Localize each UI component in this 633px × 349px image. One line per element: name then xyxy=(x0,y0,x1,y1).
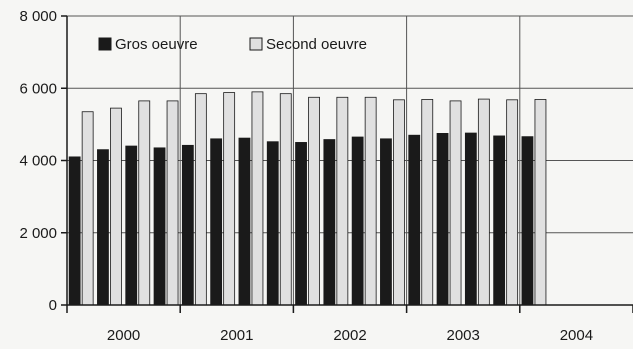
bar-gros-oeuvre xyxy=(464,132,477,306)
bar-gros-oeuvre xyxy=(181,144,194,306)
bar-gros-oeuvre xyxy=(493,135,506,306)
bar-second-oeuvre xyxy=(477,98,490,306)
bar-gros-oeuvre xyxy=(266,141,279,306)
y-tick-label: 6 000 xyxy=(19,80,57,97)
grid-layer xyxy=(67,15,633,313)
bar-second-oeuvre xyxy=(138,100,151,306)
bar-gros-oeuvre xyxy=(238,137,251,306)
x-tick-label: 2001 xyxy=(220,327,253,344)
bar-gros-oeuvre xyxy=(351,136,364,306)
y-tick-label: 0 xyxy=(49,297,57,314)
bar-second-oeuvre xyxy=(110,107,122,306)
bar-second-oeuvre xyxy=(81,111,94,306)
bar-second-oeuvre xyxy=(279,93,292,306)
bar-gros-oeuvre xyxy=(153,147,166,306)
bar-gros-oeuvre xyxy=(295,142,307,306)
bar-gros-oeuvre xyxy=(210,138,223,306)
bar-gros-oeuvre xyxy=(68,156,81,306)
bar-gros-oeuvre xyxy=(125,145,138,306)
bar-gros-oeuvre xyxy=(380,138,392,306)
axis-layer: 0 2 000 4 000 6 000 8 000 2000 2001 2002 2003 200… xyxy=(19,8,633,344)
bar-second-oeuvre xyxy=(506,99,519,306)
x-tick-label: 2003 xyxy=(447,327,480,344)
legend-label-second-oeuvre: Second oeuvre xyxy=(266,36,367,53)
bar-second-oeuvre xyxy=(364,96,377,306)
bar-gros-oeuvre xyxy=(323,139,336,306)
legend: Gros oeuvre Second oeuvre xyxy=(98,36,367,53)
bar-gros-oeuvre xyxy=(521,136,534,306)
bar-second-oeuvre xyxy=(449,100,462,306)
bar-second-oeuvre xyxy=(194,93,207,306)
legend-swatch-gros-oeuvre xyxy=(98,37,112,51)
bar-gros-oeuvre xyxy=(436,133,449,306)
bar-second-oeuvre xyxy=(534,99,547,306)
x-tick-label: 2004 xyxy=(560,327,593,344)
legend-label-gros-oeuvre: Gros oeuvre xyxy=(115,36,198,53)
bar-gros-oeuvre xyxy=(97,149,109,306)
bar-second-oeuvre xyxy=(251,91,264,306)
bar-second-oeuvre xyxy=(421,99,434,306)
legend-swatch-second-oeuvre xyxy=(249,37,263,51)
x-tick-label: 2000 xyxy=(107,327,140,344)
bar-gros-oeuvre xyxy=(408,134,421,306)
bars-layer xyxy=(68,91,547,306)
bar-second-oeuvre xyxy=(336,96,349,306)
bar-second-oeuvre xyxy=(223,92,236,306)
x-tick-label: 2002 xyxy=(333,327,366,344)
y-tick-label: 4 000 xyxy=(19,153,57,170)
y-tick-label: 2 000 xyxy=(19,225,57,242)
bar-second-oeuvre xyxy=(308,96,320,306)
bar-second-oeuvre xyxy=(166,100,179,306)
bar-second-oeuvre xyxy=(393,99,405,306)
y-tick-label: 8 000 xyxy=(19,8,57,25)
